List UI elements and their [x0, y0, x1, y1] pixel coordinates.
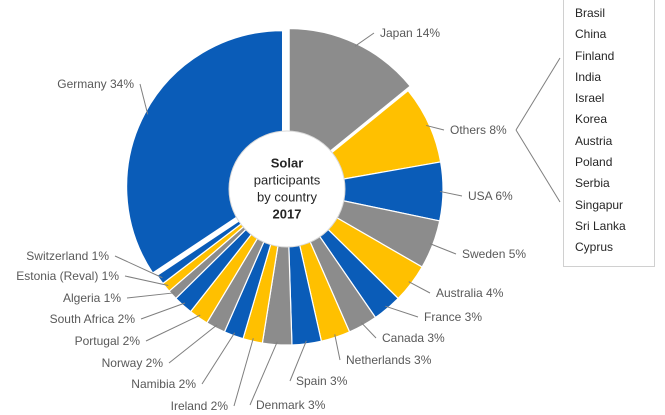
- others-country-item: Austria: [575, 133, 613, 148]
- slice-labels: Japan 14% Others 8% USA 6% Sweden 5% Austral…: [16, 26, 526, 413]
- label-denmark: Denmark 3%: [256, 398, 326, 412]
- label-namibia: Namibia 2%: [131, 377, 196, 391]
- chart-title-line: Solar: [271, 156, 304, 171]
- bracket-bottom-line: [515, 129, 561, 203]
- others-country-item: Singapur: [575, 197, 624, 212]
- label-japan: Japan 14%: [380, 26, 440, 40]
- center-circle: [228, 130, 346, 248]
- leader-usa: [439, 190, 463, 197]
- label-portugal: Portugal 2%: [75, 334, 141, 348]
- label-estonia-reval: Estonia (Reval) 1%: [16, 269, 119, 283]
- leader-japan: [354, 32, 375, 47]
- leader-denmark: [249, 341, 278, 406]
- leader-switzerland: [114, 255, 163, 279]
- label-usa: USA 6%: [468, 189, 513, 203]
- label-south-africa: South Africa 2%: [50, 312, 136, 326]
- label-ireland: Ireland 2%: [171, 399, 229, 413]
- label-netherlands: Netherlands 3%: [346, 353, 432, 367]
- label-sweden: Sweden 5%: [462, 247, 526, 261]
- label-switzerland: Switzerland 1%: [26, 249, 109, 263]
- others-bracket: [515, 57, 561, 203]
- leader-others: [426, 124, 445, 131]
- label-canada: Canada 3%: [382, 331, 445, 345]
- leader-canada: [361, 322, 377, 339]
- others-country-item: Sri Lanka: [575, 218, 626, 233]
- leader-netherlands: [334, 334, 341, 361]
- leader-australia: [408, 281, 431, 294]
- label-algeria: Algeria 1%: [63, 291, 121, 305]
- chart-title-line: by country: [257, 190, 317, 205]
- bracket-top-line: [515, 57, 561, 131]
- others-country-item: Cyprus: [575, 240, 614, 255]
- leader-spain: [289, 340, 307, 382]
- label-norway: Norway 2%: [102, 356, 164, 370]
- others-country-item: Korea: [575, 112, 608, 127]
- leader-estonia-reval: [124, 275, 169, 286]
- leader-france: [385, 305, 419, 318]
- leader-lines: [114, 32, 463, 407]
- others-country-item: Brasil: [575, 6, 606, 20]
- chart-title: Solar participants by country 2017: [254, 156, 321, 222]
- others-country-item: China: [575, 27, 607, 42]
- label-spain: Spain 3%: [296, 374, 348, 388]
- others-country-item: Poland: [575, 155, 613, 170]
- others-breakdown-list: Brasil China Finland India Israel Korea Austri…: [563, 0, 655, 267]
- label-australia: Australia 4%: [436, 286, 504, 300]
- others-country-item: Finland: [575, 48, 615, 63]
- label-others: Others 8%: [450, 123, 507, 137]
- leader-namibia: [201, 332, 236, 385]
- label-france: France 3%: [424, 310, 482, 324]
- leader-sweden: [429, 243, 457, 255]
- leader-south-africa: [140, 302, 186, 320]
- leader-ireland: [233, 338, 254, 407]
- others-country-item: Israel: [575, 91, 605, 106]
- leader-portugal: [145, 314, 201, 342]
- leader-norway: [168, 324, 218, 364]
- chart-title-line: participants: [254, 173, 321, 188]
- label-germany: Germany 34%: [57, 77, 134, 91]
- leader-algeria: [126, 292, 175, 299]
- chart-title-line: 2017: [273, 207, 302, 222]
- others-country-item: India: [575, 69, 602, 84]
- others-country-item: Serbia: [575, 176, 610, 191]
- leader-germany: [139, 83, 149, 115]
